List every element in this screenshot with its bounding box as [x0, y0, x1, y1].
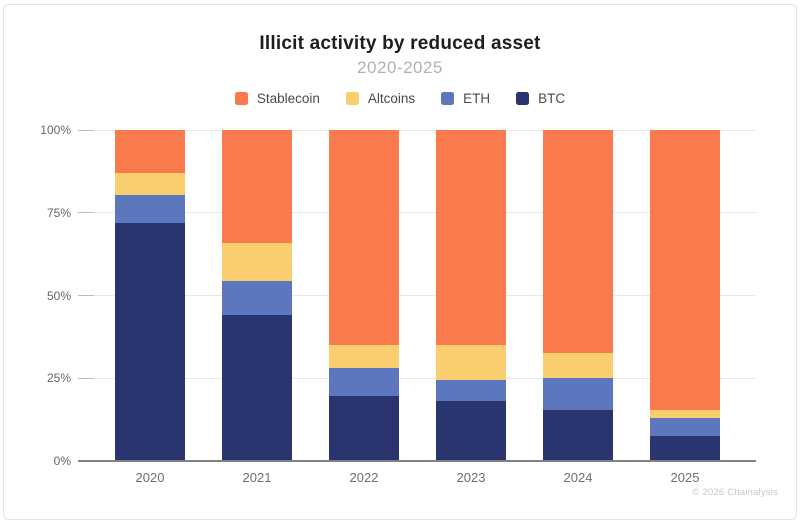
bar-segment-btc-2022[interactable]: [329, 396, 399, 461]
x-axis-line: [78, 460, 756, 462]
y-tick-mark: [78, 295, 94, 296]
bar-segment-eth-2025[interactable]: [650, 417, 720, 437]
gridline-100: [78, 129, 756, 131]
gridline-50: [78, 295, 756, 296]
bar-segment-altcoins-2020[interactable]: [115, 173, 185, 195]
legend-item-altcoins[interactable]: Altcoins: [345, 91, 416, 106]
x-axis-label-2020: 2020: [135, 470, 165, 485]
bar-segment-altcoins-2021[interactable]: [222, 242, 292, 281]
y-axis-label-0: 0%: [53, 454, 71, 468]
plot-area: 0% 25% 50% 75% 100% 2020 2021 2022 2023 2024 2025: [40, 123, 756, 485]
y-axis-label-75: 75%: [46, 205, 71, 220]
bar-segment-eth-2024[interactable]: [543, 378, 613, 410]
bar-2024: [543, 130, 613, 461]
legend-item-stablecoin[interactable]: Stablecoin: [234, 91, 320, 106]
bar-segment-eth-2023[interactable]: [436, 379, 506, 402]
bar-segment-btc-2021[interactable]: [222, 315, 292, 461]
bar-segment-stablecoin-2024[interactable]: [543, 130, 613, 354]
y-tick-mark: [78, 129, 94, 131]
bar-segment-stablecoin-2021[interactable]: [222, 130, 292, 243]
copyright-credit: © 2026 Chainalysis: [692, 487, 778, 498]
bar-2025: [650, 130, 720, 461]
x-axis-label-2025: 2025: [670, 470, 700, 485]
chart-title: Illicit activity by reduced asset: [259, 33, 541, 54]
legend-swatch-altcoins: [345, 92, 359, 105]
gridline-75: [78, 212, 756, 214]
y-axis-label-50: 50%: [46, 288, 71, 303]
x-axis-label-2021: 2021: [242, 470, 272, 485]
x-axis-label-2024: 2024: [563, 470, 593, 485]
y-axis-label-25: 25%: [46, 371, 71, 386]
bar-segment-stablecoin-2025[interactable]: [650, 130, 720, 410]
bar-segment-stablecoin-2023[interactable]: [436, 130, 506, 346]
bar-segment-altcoins-2025[interactable]: [650, 409, 720, 418]
bar-segment-eth-2021[interactable]: [222, 280, 292, 316]
bar-segment-eth-2020[interactable]: [115, 194, 185, 223]
bar-segment-altcoins-2022[interactable]: [329, 345, 399, 369]
legend-swatch-eth: [441, 92, 455, 105]
legend-label: Altcoins: [367, 91, 416, 106]
legend-swatch-btc: [516, 92, 530, 105]
bar-segment-altcoins-2023[interactable]: [436, 345, 506, 380]
legend-label: ETH: [463, 91, 491, 106]
x-axis-label-2022: 2022: [349, 470, 379, 485]
chart-legend: Stablecoin Altcoins ETH BTC: [0, 91, 800, 106]
bar-segment-stablecoin-2020[interactable]: [115, 130, 185, 174]
bar-segment-altcoins-2024[interactable]: [543, 353, 613, 379]
bar-segment-btc-2025[interactable]: [650, 436, 720, 461]
y-tick-mark: [78, 377, 94, 379]
bar-2020: [115, 130, 185, 461]
bar-segment-btc-2020[interactable]: [115, 222, 185, 461]
legend-label: Stablecoin: [256, 91, 320, 106]
bar-segment-btc-2023[interactable]: [436, 401, 506, 461]
bar-2022: [329, 130, 399, 461]
bar-segment-stablecoin-2022[interactable]: [329, 130, 399, 346]
legend-swatch-stablecoin: [234, 92, 248, 105]
legend-label: BTC: [538, 91, 566, 106]
bar-segment-btc-2024[interactable]: [543, 409, 613, 461]
y-tick-mark: [78, 212, 94, 214]
x-axis-label-2023: 2023: [456, 470, 486, 485]
chart-subtitle: 2020-2025: [357, 58, 443, 77]
gridline-25: [78, 377, 756, 379]
bar-2023: [436, 130, 506, 461]
bar-segment-eth-2022[interactable]: [329, 368, 399, 397]
bar-2021: [222, 130, 292, 461]
y-axis-label-100: 100%: [40, 123, 71, 137]
legend-item-btc[interactable]: BTC: [516, 91, 565, 106]
legend-item-eth[interactable]: ETH: [441, 91, 490, 106]
